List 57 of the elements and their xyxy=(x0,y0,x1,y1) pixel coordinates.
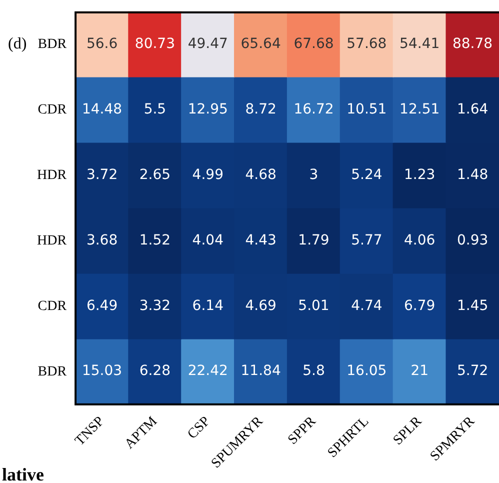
y-tick-label: CDR xyxy=(38,298,68,314)
data-label: 5.24 xyxy=(351,166,382,183)
data-label: 65.64 xyxy=(240,36,281,52)
data-label: 56.6 xyxy=(86,36,118,52)
x-tick-label: CSP xyxy=(185,414,214,442)
data-label: 1.79 xyxy=(298,232,330,248)
data-label: 4.74 xyxy=(351,298,382,314)
text: lative xyxy=(2,464,44,483)
data-label: 10.51 xyxy=(346,101,387,118)
text: (d) xyxy=(8,35,27,52)
data-label: 3.72 xyxy=(86,166,118,183)
data-label: 57.68 xyxy=(346,36,387,52)
data-label: 15.03 xyxy=(82,363,122,380)
data-label: 6.49 xyxy=(86,298,118,314)
data-label: 3 xyxy=(309,166,318,183)
data-label: 3.68 xyxy=(86,232,118,248)
data-label: 16.72 xyxy=(294,101,334,118)
data-label: 6.14 xyxy=(192,298,224,314)
y-tick-label: HDR xyxy=(36,168,68,183)
data-label: 2.65 xyxy=(139,166,171,183)
y-tick-label: BDR xyxy=(38,364,68,380)
data-label: 12.51 xyxy=(400,101,440,118)
data-label: 49.47 xyxy=(188,36,228,52)
data-label: 5.77 xyxy=(351,232,382,248)
data-label: 1.52 xyxy=(139,232,171,248)
y-tick-label: HDR xyxy=(36,233,68,248)
data-label: 4.68 xyxy=(245,166,276,183)
data-label: 5.01 xyxy=(298,298,330,314)
data-label: 80.73 xyxy=(134,36,175,52)
data-label: 6.28 xyxy=(139,363,171,380)
y-tick-label: CDR xyxy=(38,102,68,118)
data-label: 8.72 xyxy=(245,101,276,118)
y-tick-label: BDR xyxy=(38,36,68,52)
data-label: 14.48 xyxy=(82,101,122,118)
data-label: 4.06 xyxy=(404,232,436,248)
data-label: 22.42 xyxy=(188,363,228,380)
data-label: 5.8 xyxy=(302,363,325,380)
data-label: 12.95 xyxy=(188,101,228,118)
data-label: 16.05 xyxy=(346,363,387,380)
data-label: 1.45 xyxy=(456,298,488,314)
data-label: 4.43 xyxy=(245,232,276,248)
data-label: 4.99 xyxy=(192,166,224,183)
data-label: 21 xyxy=(410,363,429,380)
data-label: 88.78 xyxy=(452,36,493,52)
data-label: 4.69 xyxy=(245,298,276,314)
data-label: 54.41 xyxy=(400,36,440,52)
data-label: 5.5 xyxy=(144,101,166,118)
data-label: 4.04 xyxy=(192,232,224,248)
data-label: 6.79 xyxy=(404,298,436,314)
data-label: 1.48 xyxy=(456,166,488,183)
data-label: 3.32 xyxy=(139,298,171,314)
data-label: 11.84 xyxy=(240,363,281,380)
data-label: 1.23 xyxy=(404,166,436,183)
data-label: 67.68 xyxy=(294,36,334,52)
data-label: 1.64 xyxy=(456,101,488,118)
data-label: 0.93 xyxy=(456,232,488,248)
data-label: 5.72 xyxy=(456,363,488,380)
